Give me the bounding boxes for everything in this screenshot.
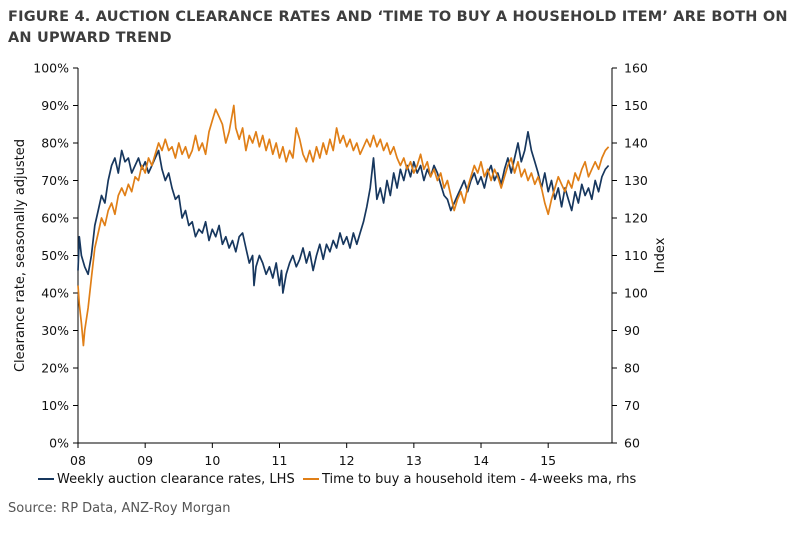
source-note: Source: RP Data, ANZ-Roy Morgan [8, 501, 231, 516]
left-tick-label: 100% [33, 61, 69, 76]
right-tick-label: 160 [624, 61, 648, 76]
right-tick-label: 150 [624, 98, 648, 113]
left-tick-label: 30% [41, 323, 69, 338]
right-tick-label: 80 [624, 361, 640, 376]
left-tick-label: 60% [41, 211, 69, 226]
x-tick-label: 13 [406, 453, 422, 468]
legend-label-household-item: Time to buy a household item - 4-weeks m… [321, 472, 637, 487]
x-tick-label: 14 [473, 453, 489, 468]
right-tick-label: 100 [624, 286, 648, 301]
x-tick-label: 15 [540, 453, 556, 468]
left-tick-label: 80% [41, 136, 69, 151]
right-tick-label: 110 [624, 248, 648, 263]
left-tick-label: 70% [41, 173, 69, 188]
right-tick-label: 70 [624, 398, 640, 413]
right-tick-label: 120 [624, 211, 648, 226]
legend-label-clearance-rates: Weekly auction clearance rates, LHS [57, 472, 295, 487]
x-tick-label: 09 [137, 453, 153, 468]
left-tick-label: 40% [41, 286, 69, 301]
right-tick-label: 130 [624, 173, 648, 188]
right-tick-label: 90 [624, 323, 640, 338]
left-tick-label: 20% [41, 361, 69, 376]
right-axis-ticks: 60 70 80 90 100 110 120 130 140 150 160 [612, 61, 648, 451]
left-tick-label: 90% [41, 98, 69, 113]
x-tick-label: 12 [339, 453, 355, 468]
right-tick-label: 60 [624, 436, 640, 451]
series-line-household-item [77, 104, 610, 347]
x-tick-label: 08 [70, 453, 86, 468]
right-tick-label: 140 [624, 136, 648, 151]
left-axis-title: Clearance rate, seasonally adjusted [13, 139, 28, 372]
x-axis-ticks: 08 09 10 11 12 13 14 15 [70, 443, 556, 468]
left-tick-label: 0% [49, 436, 69, 451]
x-tick-label: 11 [272, 453, 288, 468]
left-axis-ticks: 0% 10% 20% 30% 40% 50% 60% 70% 80% 90% 100% [33, 61, 78, 451]
left-tick-label: 10% [41, 398, 69, 413]
right-axis-title: Index [653, 237, 668, 273]
left-tick-label: 50% [41, 248, 69, 263]
x-tick-label: 10 [204, 453, 220, 468]
series-group [77, 104, 610, 347]
series-line-clearance-rates [77, 130, 610, 294]
legend: Weekly auction clearance rates, LHS Time … [38, 472, 637, 487]
chart-title: FIGURE 4. AUCTION CLEARANCE RATES AND ‘T… [8, 9, 788, 46]
